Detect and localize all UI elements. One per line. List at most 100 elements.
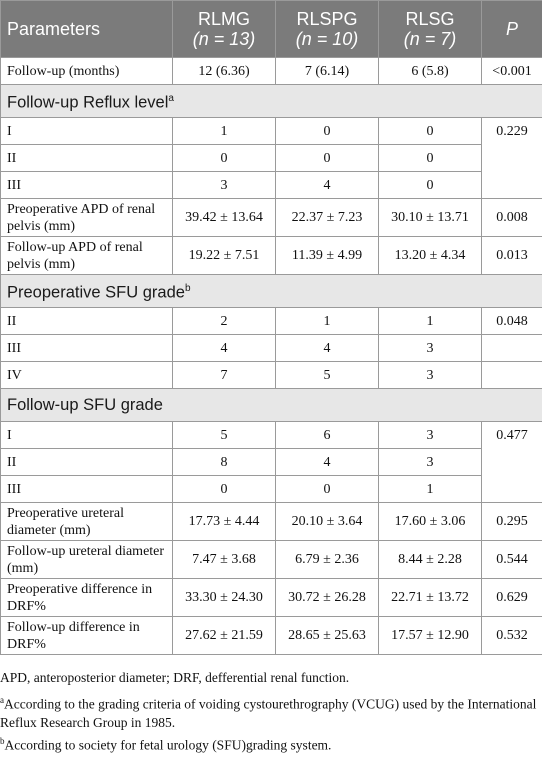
cell-value: 28.65 ± 25.63	[275, 616, 379, 655]
cell-value: 4	[275, 448, 379, 476]
cell-value: 0	[378, 144, 482, 172]
cell-value: 30.10 ± 13.71	[378, 198, 482, 237]
table-row: III 4 4 3	[0, 334, 542, 362]
table-row: Follow-up (months) 12 (6.36) 7 (6.14) 6 …	[0, 57, 542, 85]
group-n: (n = 13)	[192, 29, 256, 49]
cell-value: 1	[378, 475, 482, 503]
cell-value: 22.71 ± 13.72	[378, 578, 482, 617]
cell-value: 20.10 ± 3.64	[275, 502, 379, 541]
results-table-figure: Parameters RLMG (n = 13) RLSPG (n = 10) RL…	[0, 0, 542, 755]
cell-p-value: 0.008	[481, 198, 542, 237]
footnote-a: aAccording to the grading criteria of vo…	[0, 691, 542, 732]
cell-value: 0	[378, 171, 482, 199]
header-parameters: Parameters	[0, 0, 173, 58]
section-row: Follow-up SFU grade	[0, 388, 542, 422]
cell-value: 6 (5.8)	[378, 57, 482, 85]
table-row: Follow-up difference in DRF% 27.62 ± 21.…	[0, 616, 542, 655]
table-row: Follow-up APD of renal pelvis (mm) 19.22…	[0, 236, 542, 275]
section-title: Follow-up Reflux levela	[0, 84, 542, 118]
cell-value: 0	[172, 475, 276, 503]
cell-p-value: 0.229	[481, 117, 542, 199]
row-label: I	[0, 421, 173, 449]
cell-value: 19.22 ± 7.51	[172, 236, 276, 275]
row-label: Follow-up ureteral diameter (mm)	[0, 540, 173, 579]
cell-value: 22.37 ± 7.23	[275, 198, 379, 237]
cell-value: 0	[378, 117, 482, 145]
cell-value: 3	[378, 421, 482, 449]
cell-value: 17.57 ± 12.90	[378, 616, 482, 655]
row-label: Preoperative APD of renal pelvis (mm)	[0, 198, 173, 237]
row-label: III	[0, 171, 173, 199]
cell-value: 4	[275, 171, 379, 199]
abbreviations-note: APD, anteroposterior diameter; DRF, deff…	[0, 670, 350, 685]
cell-p-value: 0.048	[481, 307, 542, 335]
cell-p-value: 0.295	[481, 502, 542, 541]
cell-p-value	[481, 334, 542, 362]
row-label: Preoperative ureteral diameter (mm)	[0, 502, 173, 541]
group-n: (n = 10)	[295, 29, 359, 49]
footnote-text: According to the grading criteria of voi…	[0, 696, 537, 730]
cell-value: 4	[172, 334, 276, 362]
cell-value: 8.44 ± 2.28	[378, 540, 482, 579]
table-row: Preoperative difference in DRF% 33.30 ± …	[0, 578, 542, 617]
header-group-rlsg: RLSG (n = 7)	[378, 0, 482, 58]
cell-value: 5	[172, 421, 276, 449]
cell-value: 1	[172, 117, 276, 145]
table-row: II 2 1 1 0.048	[0, 307, 542, 335]
cell-value: 2	[172, 307, 276, 335]
row-label: Follow-up difference in DRF%	[0, 616, 173, 655]
table-header: Parameters RLMG (n = 13) RLSPG (n = 10) RL…	[0, 0, 542, 58]
cell-value: 0	[275, 475, 379, 503]
section-title: Preoperative SFU gradeb	[0, 274, 542, 308]
cell-value: 4	[275, 334, 379, 362]
cell-value: 1	[275, 307, 379, 335]
footnote-marker: a	[168, 93, 174, 105]
cell-value: 7 (6.14)	[275, 57, 379, 85]
group-name: RLSPG	[296, 9, 358, 29]
footnote-b: bAccording to society for fetal urology …	[0, 732, 542, 755]
cell-value: 30.72 ± 26.28	[275, 578, 379, 617]
cell-p-value	[481, 361, 542, 389]
cell-value: 13.20 ± 4.34	[378, 236, 482, 275]
row-label: Follow-up APD of renal pelvis (mm)	[0, 236, 173, 275]
cell-value: 3	[378, 361, 482, 389]
row-label: III	[0, 475, 173, 503]
table-row: I 1 0 0 0.229	[0, 117, 542, 199]
cell-value: 5	[275, 361, 379, 389]
cell-value: 3	[378, 334, 482, 362]
cell-value: 27.62 ± 21.59	[172, 616, 276, 655]
cell-value: 0	[275, 144, 379, 172]
footnote-marker: a	[0, 695, 4, 705]
cell-value: 39.42 ± 13.64	[172, 198, 276, 237]
section-row: Preoperative SFU gradeb	[0, 274, 542, 308]
cell-value: 33.30 ± 24.30	[172, 578, 276, 617]
section-title: Follow-up SFU grade	[0, 388, 542, 422]
cell-p-value: 0.629	[481, 578, 542, 617]
cell-value: 1	[378, 307, 482, 335]
row-label: Preoperative difference in DRF%	[0, 578, 173, 617]
cell-value: 6.79 ± 2.36	[275, 540, 379, 579]
cell-value: 11.39 ± 4.99	[275, 236, 379, 275]
cell-value: 8	[172, 448, 276, 476]
group-n: (n = 7)	[403, 29, 457, 49]
cell-p-value: 0.013	[481, 236, 542, 275]
cell-p-value: 0.477	[481, 421, 542, 503]
results-table: Parameters RLMG (n = 13) RLSPG (n = 10) RL…	[0, 0, 542, 655]
cell-value: 17.73 ± 4.44	[172, 502, 276, 541]
row-label: II	[0, 144, 173, 172]
footnote-marker: b	[0, 735, 5, 746]
table-row: Preoperative ureteral diameter (mm) 17.7…	[0, 502, 542, 541]
cell-value: 0	[172, 144, 276, 172]
table-row: Preoperative APD of renal pelvis (mm) 39…	[0, 198, 542, 237]
table-row: III 3 4 0	[0, 171, 542, 199]
row-label: III	[0, 334, 173, 362]
row-label: Follow-up (months)	[0, 57, 173, 85]
row-label: II	[0, 307, 173, 335]
section-row: Follow-up Reflux levela	[0, 84, 542, 118]
row-label: IV	[0, 361, 173, 389]
footnote-text: According to society for fetal urology (…	[4, 737, 332, 752]
cell-p-value: 0.532	[481, 616, 542, 655]
footnote-marker: b	[184, 283, 191, 295]
table-row: II 8 4 3	[0, 448, 542, 476]
row-label: I	[0, 117, 173, 145]
